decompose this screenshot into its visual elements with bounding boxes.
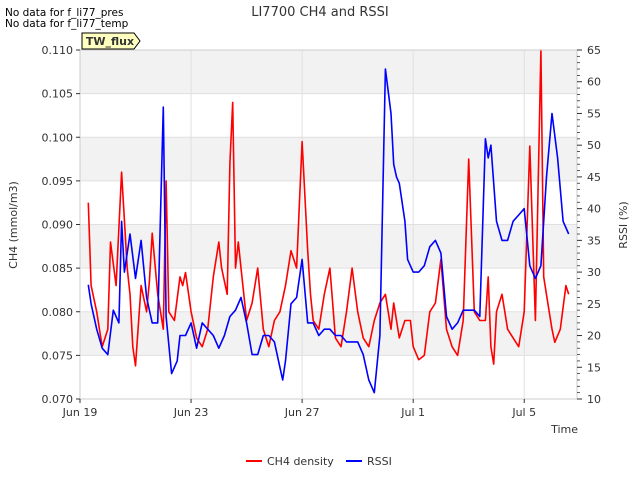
y-tick-label: 0.080	[42, 306, 74, 319]
no-data-note-pres: No data for f_li77_pres	[5, 7, 124, 19]
y-tick-label: 0.070	[42, 393, 74, 406]
x-tick-label: Jul 1	[400, 406, 425, 419]
y2-tick-label: 35	[587, 234, 601, 247]
rssi-line	[87, 68, 570, 394]
background-band	[80, 224, 577, 269]
y2-tick-label: 65	[587, 44, 601, 57]
legend: CH4 density RSSI	[246, 455, 392, 468]
y-tick-label: 0.100	[42, 131, 74, 144]
y2-tick-label: 20	[587, 330, 601, 343]
x-axis-label: Time	[550, 423, 578, 436]
y2-tick-label: 25	[587, 298, 601, 311]
y2-tick-label: 15	[587, 361, 601, 374]
y-tick-label: 0.095	[42, 175, 74, 188]
site-badge: TW_flux	[81, 32, 141, 50]
y-tick-label: 0.105	[42, 88, 74, 101]
background-band	[80, 137, 577, 181]
y-axis-label: CH4 (mmol/m3)	[7, 181, 20, 269]
chart-title: LI7700 CH4 and RSSI	[251, 5, 389, 20]
x-tick-label: Jun 27	[284, 406, 320, 419]
no-data-note-temp: No data for f_li77_temp	[5, 18, 129, 30]
axes: 0.070 0.075 0.080 0.085 0.090 0.095 0.100 0.105…	[42, 44, 602, 419]
legend-label-rssi: RSSI	[367, 455, 392, 468]
site-badge-label: TW_flux	[86, 35, 134, 48]
y2-tick-label: 10	[587, 393, 601, 406]
y2-tick-label: 40	[587, 203, 601, 216]
y2-tick-label: 50	[587, 139, 601, 152]
y2-tick-label: 45	[587, 171, 601, 184]
x-tick-label: Jul 5	[511, 406, 536, 419]
y2-axis-label: RSSI (%)	[617, 201, 630, 248]
x-tick-label: Jun 23	[173, 406, 209, 419]
y-tick-label: 0.110	[42, 44, 74, 57]
background-band	[80, 311, 577, 356]
x-tick-label: Jun 19	[62, 406, 98, 419]
legend-label-ch4: CH4 density	[267, 455, 334, 468]
ch4-density-line	[87, 49, 570, 367]
y-tick-label: 0.085	[42, 262, 74, 275]
series-lines	[87, 49, 570, 394]
y2-tick-label: 30	[587, 266, 601, 279]
y-tick-label: 0.090	[42, 219, 74, 232]
y-tick-label: 0.075	[42, 349, 74, 362]
plot-background-bands	[80, 50, 577, 356]
y2-tick-label: 55	[587, 107, 601, 120]
y2-tick-label: 60	[587, 76, 601, 89]
background-band	[80, 50, 577, 94]
